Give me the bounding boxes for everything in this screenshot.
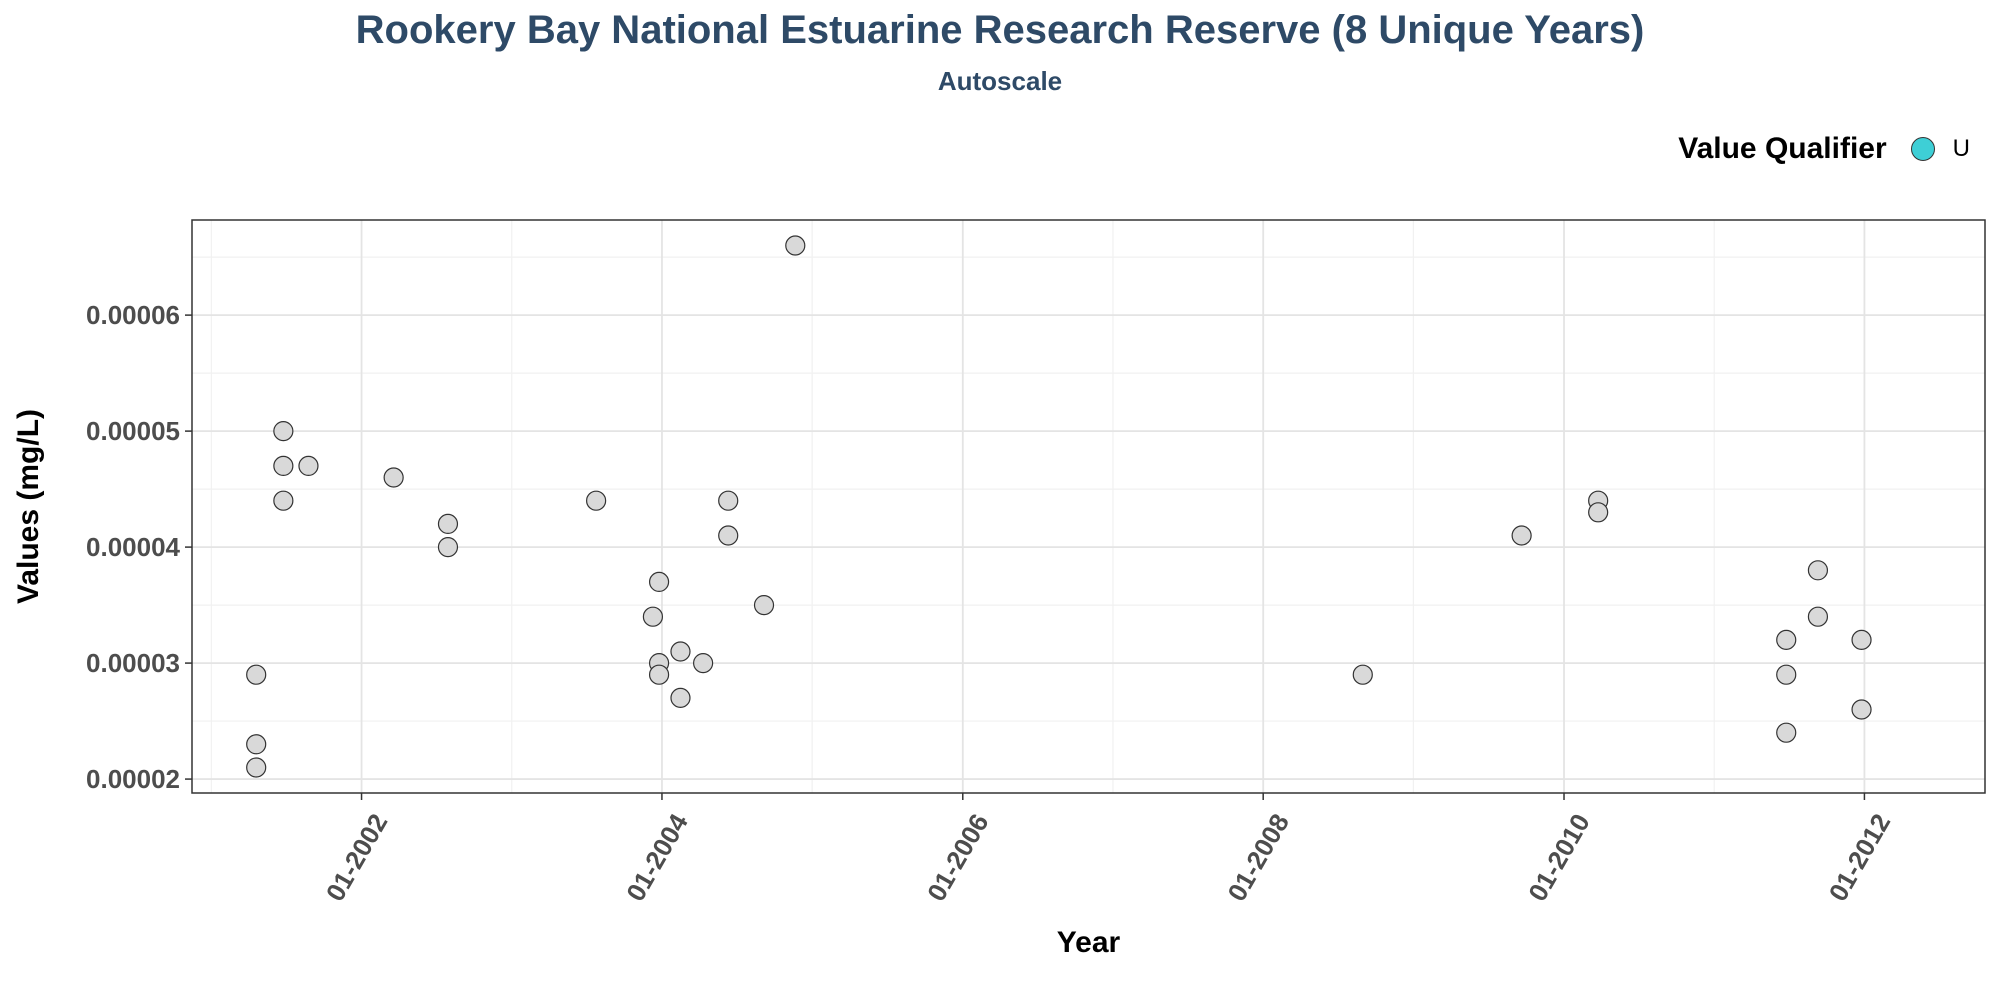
- data-point: [246, 757, 267, 778]
- data-point: [693, 652, 714, 674]
- data-point: [648, 664, 670, 685]
- x-tick-label: 01-2008: [1221, 809, 1295, 907]
- data-point: [718, 490, 739, 511]
- data-point: [586, 490, 607, 511]
- data-point: [718, 525, 739, 546]
- y-tick-label: 0.00002: [86, 764, 180, 794]
- plot-panel: [192, 220, 1985, 793]
- data-point: [298, 455, 319, 477]
- legend-key-u: [1910, 137, 1935, 161]
- data-point: [785, 235, 806, 256]
- data-point: [670, 687, 691, 708]
- data-point: [1776, 629, 1797, 650]
- data-point: [753, 594, 775, 616]
- data-point: [1776, 722, 1797, 743]
- x-tick-label: 01-2002: [320, 809, 394, 907]
- data-point: [1352, 664, 1373, 685]
- y-tick-label: 0.00003: [86, 648, 180, 678]
- data-point: [273, 490, 294, 511]
- data-point: [1588, 502, 1609, 523]
- data-point: [1851, 699, 1872, 720]
- data-point: [1776, 664, 1797, 685]
- data-point: [648, 571, 670, 592]
- data-point: [642, 606, 664, 627]
- data-point: [1807, 606, 1829, 627]
- data-point: [670, 641, 691, 662]
- y-tick-label: 0.00004: [86, 532, 181, 562]
- x-tick-label: 01-2004: [620, 808, 694, 906]
- data-point: [246, 734, 267, 755]
- y-tick-label: 0.00006: [86, 300, 180, 330]
- data-point: [246, 664, 267, 685]
- data-point: [273, 421, 294, 442]
- legend-title: Value Qualifier: [1678, 132, 1887, 165]
- legend: Value Qualifier U: [1678, 132, 1970, 166]
- legend-label-u: U: [1952, 135, 1970, 162]
- chart-subtitle: Autoscale: [937, 66, 1063, 96]
- x-tick-label: 01-2006: [921, 809, 995, 907]
- data-point: [1511, 525, 1532, 546]
- data-point: [437, 536, 459, 558]
- x-tick-label: 01-2012: [1823, 809, 1897, 907]
- plot-border: [191, 219, 1986, 794]
- data-point: [383, 467, 404, 488]
- data-point: [437, 513, 459, 534]
- chart-title: Rookery Bay National Estuarine Research …: [355, 8, 1645, 52]
- data-points: [246, 235, 1872, 778]
- data-point: [273, 455, 294, 477]
- data-point: [1807, 560, 1829, 581]
- y-axis-label: Values (mg/L): [12, 409, 45, 604]
- y-tick-label: 0.00005: [86, 416, 180, 446]
- data-point: [1851, 629, 1872, 650]
- x-axis-label: Year: [1057, 926, 1121, 959]
- x-tick-label: 01-2010: [1522, 809, 1596, 907]
- grid: [192, 220, 1985, 793]
